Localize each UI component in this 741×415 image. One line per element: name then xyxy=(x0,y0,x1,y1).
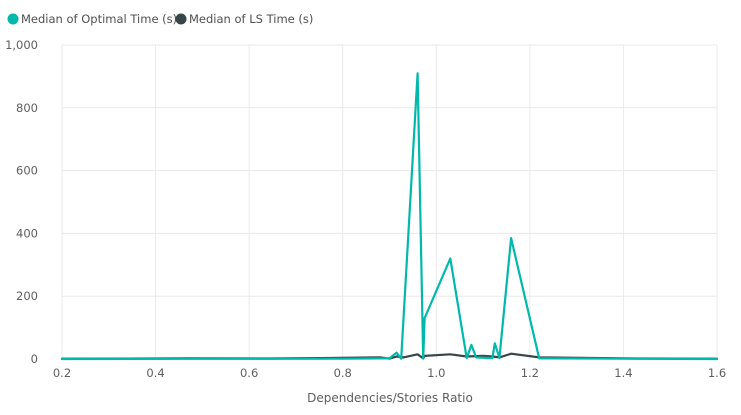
x-tick-label: 0.8 xyxy=(334,366,352,380)
legend-label-optimal: Median of Optimal Time (s) xyxy=(21,12,177,26)
x-tick-label: 1.4 xyxy=(614,366,632,380)
legend-item-ls[interactable]: Median of LS Time (s) xyxy=(175,12,314,26)
legend-marker-ls xyxy=(175,13,187,25)
x-tick-label: 0.6 xyxy=(240,366,258,380)
y-tick-label: 0 xyxy=(31,352,38,366)
legend-item-optimal[interactable]: Median of Optimal Time (s) xyxy=(7,12,178,26)
x-tick-label: 1.0 xyxy=(427,366,445,380)
y-tick-label: 200 xyxy=(16,289,38,303)
gridlines xyxy=(61,44,718,359)
y-tick-label: 400 xyxy=(16,226,38,240)
y-tick-label: 1,000 xyxy=(5,38,38,52)
x-axis-ticks: 0.2 0.4 0.6 0.8 1.0 1.2 1.4 1.6 xyxy=(53,366,726,380)
y-tick-label: 800 xyxy=(16,101,38,115)
legend: Median of Optimal Time (s) Median of LS … xyxy=(7,12,314,26)
legend-marker-optimal xyxy=(7,13,19,25)
y-axis-ticks: 0 200 400 600 800 1,000 xyxy=(5,38,38,366)
x-tick-label: 1.2 xyxy=(521,366,539,380)
series-layer xyxy=(60,72,719,361)
y-tick-label: 600 xyxy=(16,164,38,178)
x-tick-label: 1.6 xyxy=(708,366,726,380)
legend-label-ls: Median of LS Time (s) xyxy=(189,12,313,26)
x-tick-label: 0.4 xyxy=(146,366,164,380)
x-tick-label: 0.2 xyxy=(53,366,71,380)
series-line-optimal-time[interactable] xyxy=(60,72,719,361)
x-axis-title: Dependencies/Stories Ratio xyxy=(307,391,473,405)
